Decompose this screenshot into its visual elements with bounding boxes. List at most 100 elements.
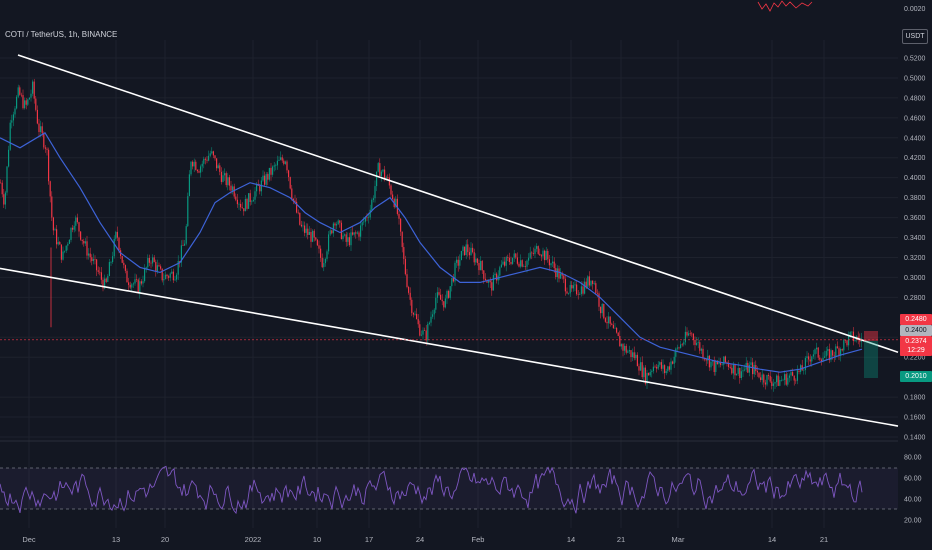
candle-body — [251, 201, 253, 203]
candle-body — [136, 279, 138, 280]
candle-body — [67, 243, 69, 246]
candle-body — [803, 370, 805, 371]
candle-body — [632, 352, 634, 358]
candle-body — [233, 186, 235, 197]
candle-body — [732, 363, 734, 374]
candle-series — [0, 78, 862, 392]
time-tick-label: 14 — [567, 535, 575, 544]
candle-body — [523, 266, 525, 267]
candle-body — [820, 359, 822, 362]
candle-body — [172, 271, 174, 281]
time-tick-label: 21 — [820, 535, 828, 544]
candle-body — [276, 160, 278, 166]
price-axis[interactable]: 0.5200 0.5000 0.4800 0.4600 0.4400 0.4200 0.40… — [904, 6, 926, 442]
candle-body — [696, 342, 698, 345]
currency-badge[interactable]: USDT — [902, 29, 928, 44]
candle-body — [827, 349, 829, 351]
candle-body — [184, 243, 186, 246]
candle-body — [273, 165, 275, 167]
candle-body — [451, 277, 453, 287]
candle-body — [520, 260, 522, 267]
candle-body — [22, 95, 24, 109]
candle-body — [596, 292, 598, 294]
candle-body — [846, 340, 848, 346]
candle-body — [3, 194, 5, 205]
symbol-title[interactable]: COTI / TetherUS, 1h, BINANCE — [5, 30, 118, 39]
candle-body — [662, 365, 664, 369]
candle-body — [622, 344, 624, 351]
candle-body — [401, 231, 403, 248]
candle-body — [84, 241, 86, 244]
candle-body — [179, 260, 181, 263]
candle-body — [504, 261, 506, 266]
candle-body — [390, 185, 392, 195]
candle-body — [536, 246, 538, 249]
candle-body — [403, 247, 405, 259]
price-tick-label: 0.3800 — [904, 195, 926, 202]
candle-body — [97, 270, 99, 272]
position-risk-zone[interactable] — [864, 331, 878, 341]
candle-body — [700, 348, 702, 351]
lower-trendline[interactable] — [0, 267, 899, 427]
candle-body — [40, 126, 42, 133]
candle-body — [376, 171, 378, 187]
candle-body — [144, 268, 146, 282]
candle-body — [456, 259, 458, 263]
candle-body — [464, 246, 466, 256]
candle-body — [601, 303, 603, 314]
candle-body — [304, 225, 306, 233]
candle-body — [638, 366, 640, 371]
candle-body — [6, 166, 8, 193]
candle-body — [52, 217, 54, 231]
rsi-axis[interactable]: 80.00 60.00 40.00 20.00 — [904, 455, 922, 525]
candle-body — [843, 340, 845, 351]
candle-body — [699, 342, 701, 351]
candle-body — [368, 217, 370, 218]
candle-body — [385, 177, 387, 179]
candle-body — [72, 227, 74, 230]
candle-body — [744, 369, 746, 371]
candle-body — [134, 279, 136, 284]
candle-body — [473, 252, 475, 263]
candle-body — [201, 163, 203, 167]
candle-body — [169, 273, 171, 278]
candle-body — [804, 357, 806, 371]
candle-body — [152, 257, 154, 264]
upper-trendline[interactable] — [17, 54, 899, 353]
candle-body — [643, 367, 645, 378]
candle-body — [808, 356, 810, 360]
candle-body — [667, 366, 669, 372]
candle-body — [64, 250, 66, 252]
candle-body — [681, 344, 683, 346]
time-axis[interactable]: Dec 13 20 2022 10 17 24 Feb 14 21 Mar 14 21 — [22, 535, 828, 544]
candle-body — [689, 333, 691, 334]
grid-lines — [0, 40, 898, 528]
time-tick-label: 10 — [313, 535, 321, 544]
candle-body — [241, 207, 243, 209]
candle-body — [320, 248, 322, 258]
candle-body — [281, 157, 283, 161]
candle-body — [574, 284, 576, 286]
candle-body — [192, 161, 194, 167]
candle-body — [398, 213, 400, 219]
candle-body — [672, 361, 674, 364]
candle-body — [844, 340, 846, 341]
candle-body — [556, 268, 558, 278]
candle-body — [465, 244, 467, 256]
candle-body — [46, 148, 48, 150]
candle-body — [708, 355, 710, 368]
candle-body — [747, 362, 749, 373]
candle-body — [185, 226, 187, 244]
time-tick-label: 14 — [768, 535, 776, 544]
candle-body — [337, 220, 339, 225]
candle-body — [54, 229, 56, 231]
candle-body — [449, 286, 451, 298]
candle-body — [235, 196, 237, 200]
candle-body — [275, 165, 277, 166]
candle-body — [388, 177, 390, 186]
position-reward-zone[interactable] — [864, 341, 878, 378]
candle-body — [94, 259, 96, 260]
candle-body — [249, 193, 251, 202]
candle-body — [200, 166, 202, 173]
